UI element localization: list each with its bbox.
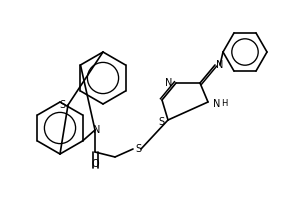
Text: H: H <box>221 100 227 109</box>
Text: O: O <box>91 159 99 169</box>
Text: S: S <box>135 144 141 154</box>
Text: S: S <box>59 100 65 110</box>
Text: S: S <box>158 117 164 127</box>
Text: N: N <box>213 99 221 109</box>
Text: N: N <box>216 60 224 70</box>
Text: N: N <box>165 78 173 88</box>
Text: N: N <box>93 125 101 135</box>
